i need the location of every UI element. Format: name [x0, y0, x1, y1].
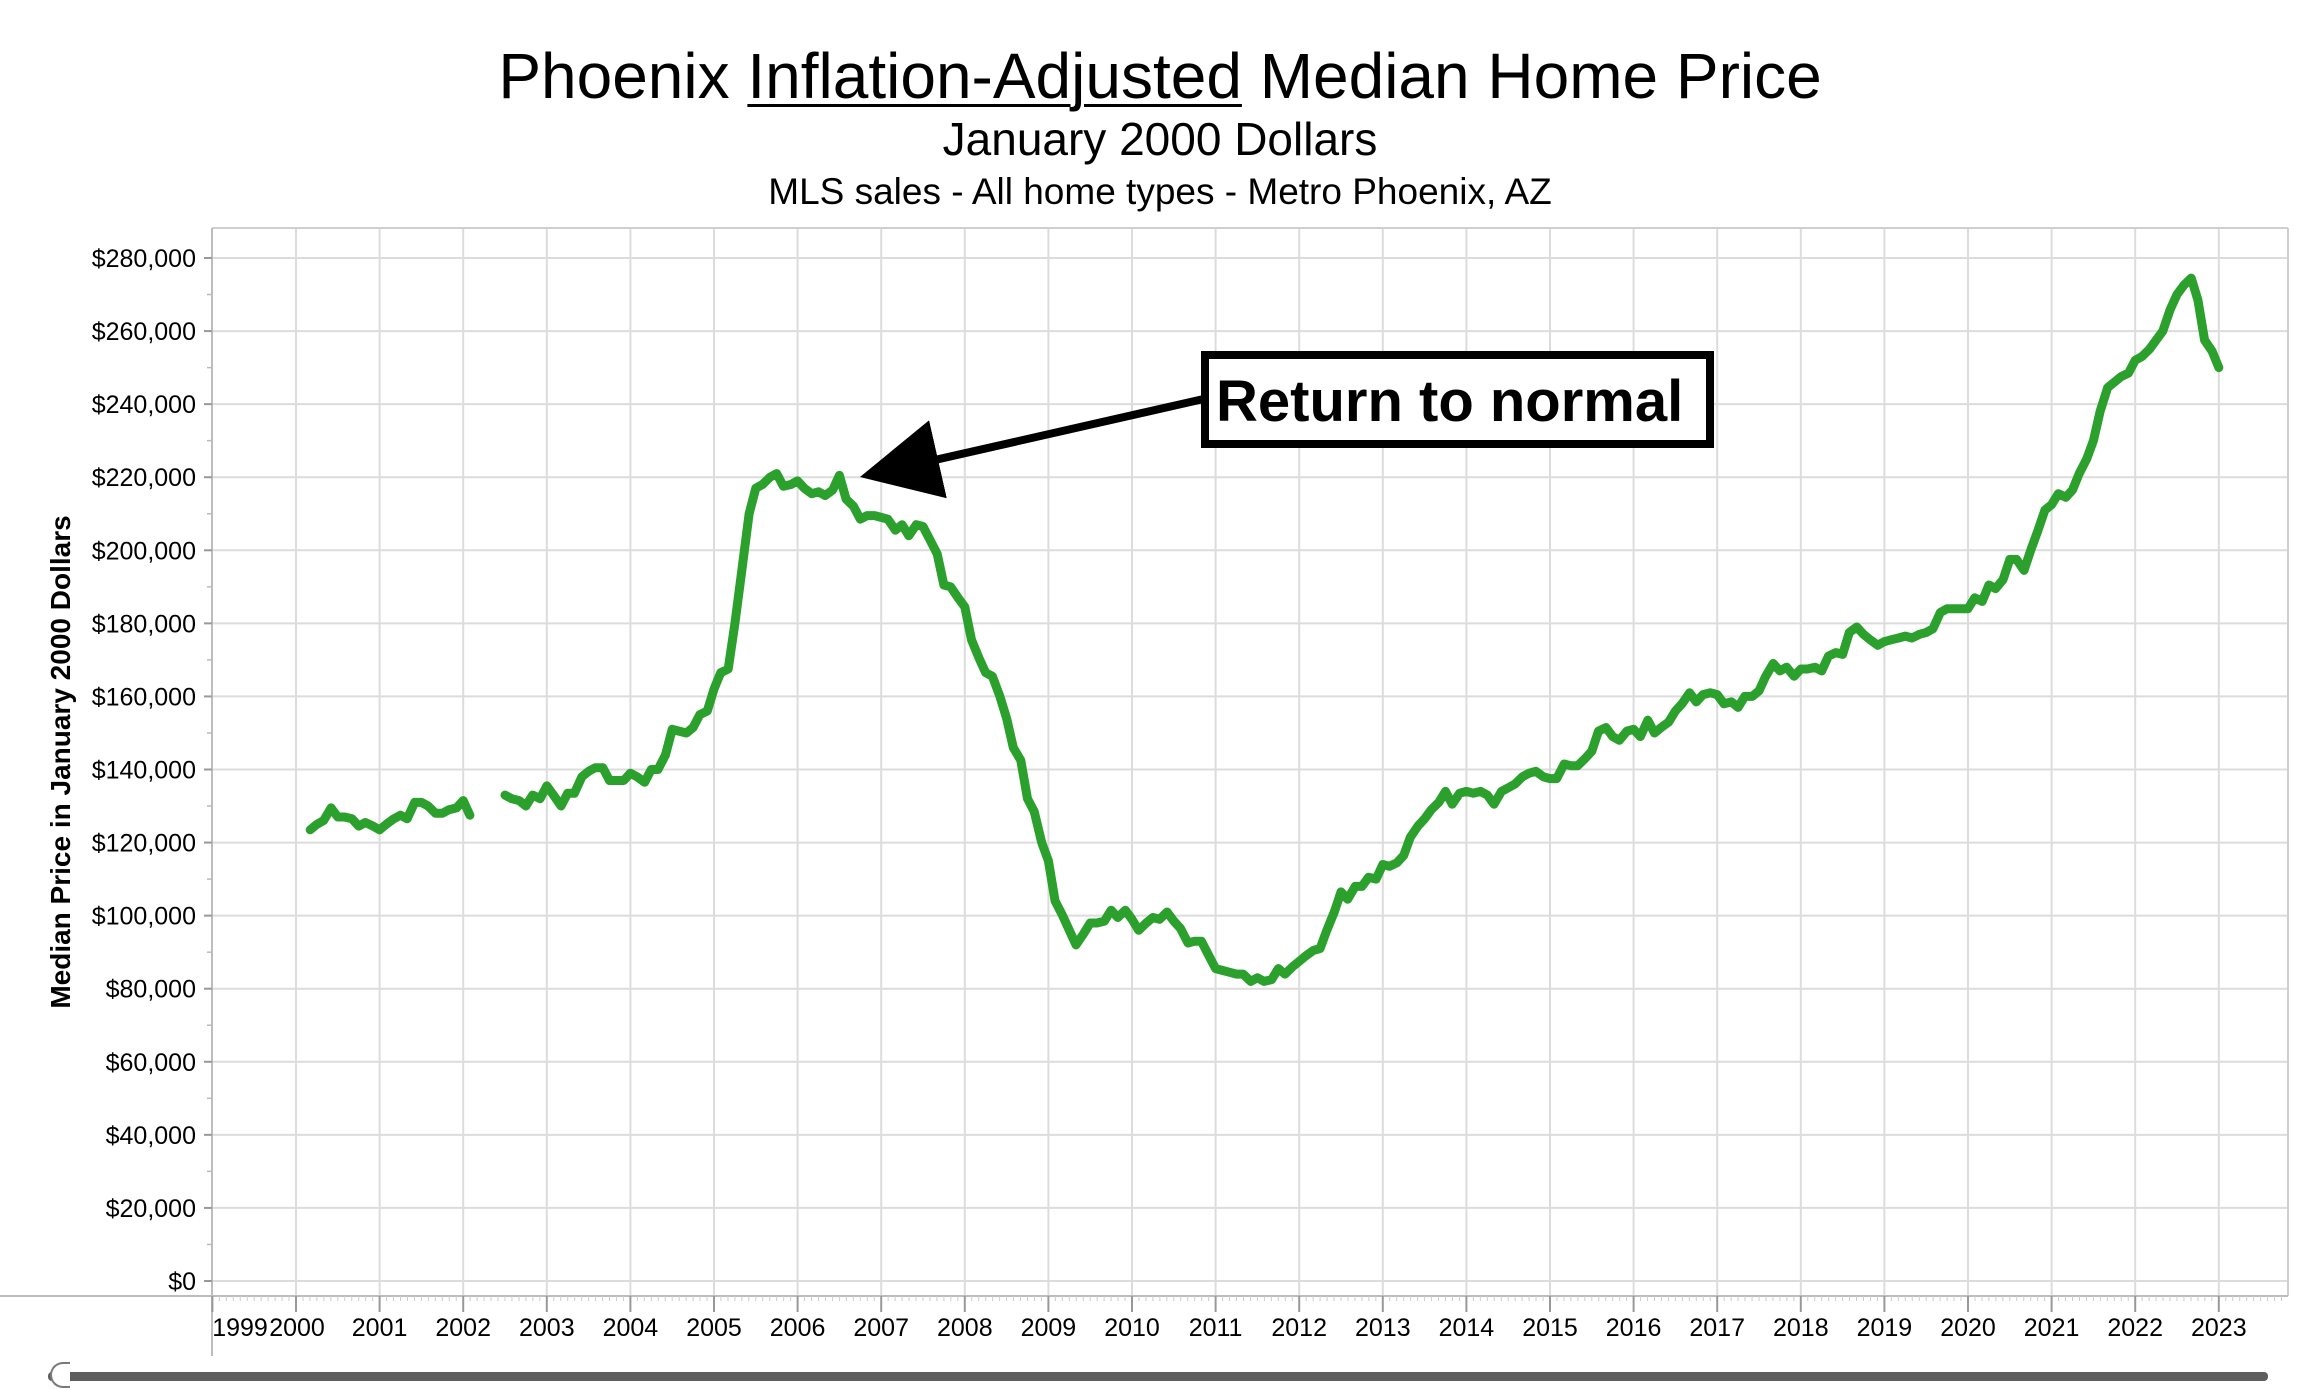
- x-tick-label: 2000: [269, 1314, 325, 1342]
- x-tick-label: 2003: [519, 1314, 575, 1342]
- y-tick-label: $120,000: [92, 830, 196, 858]
- x-tick-label: 1999: [212, 1314, 268, 1342]
- x-tick-label: 2006: [770, 1314, 826, 1342]
- x-tick-label: 2009: [1021, 1314, 1077, 1342]
- x-tick-label: 2012: [1271, 1314, 1327, 1342]
- x-tick-label: 2002: [435, 1314, 491, 1342]
- y-tick-label: $0: [168, 1268, 196, 1296]
- chart-subtitle: January 2000 Dollars: [942, 113, 1378, 165]
- x-tick-label: 2021: [2024, 1314, 2080, 1342]
- x-tick-label: 2018: [1773, 1314, 1829, 1342]
- y-tick-label: $100,000: [92, 903, 196, 931]
- y-tick-label: $260,000: [92, 318, 196, 346]
- scrollbar-thumb[interactable]: [50, 1362, 70, 1388]
- series-line-segment: [305, 796, 475, 835]
- x-axis-ticks: 1999 2000 2001 2002 2003 2004 2005 2006 2007 2008…: [211, 1296, 2282, 1342]
- x-tick-label: 2013: [1355, 1314, 1411, 1342]
- y-tick-label: $80,000: [106, 976, 196, 1004]
- grid-lines: [212, 228, 2288, 1296]
- y-tick-label: $220,000: [92, 464, 196, 492]
- x-tick-label: 2004: [603, 1314, 659, 1342]
- x-tick-label: 2022: [2107, 1314, 2163, 1342]
- series-lines: [305, 273, 2224, 986]
- x-tick-label: 2015: [1522, 1314, 1578, 1342]
- annotation-group: Return to normal: [859, 351, 1714, 499]
- y-tick-label: $160,000: [92, 683, 196, 711]
- x-tick-label: 2008: [937, 1314, 993, 1342]
- title-part-3: Median Home Price: [1241, 40, 1822, 112]
- y-tick-label: $280,000: [92, 245, 196, 273]
- annotation-arrow: [859, 394, 1209, 499]
- x-tick-label: 2005: [686, 1314, 742, 1342]
- annotation-box: [1201, 351, 1714, 448]
- y-tick-label: $140,000: [92, 757, 196, 785]
- x-tick-label: 2017: [1689, 1314, 1745, 1342]
- y-tick-label: $240,000: [92, 391, 196, 419]
- y-axis-ticks: $0 $20,000 $40,000 $60,000 $80,000 $100,000 $1…: [92, 245, 212, 1296]
- x-tick-label: 2014: [1439, 1314, 1495, 1342]
- x-tick-label: 2007: [853, 1314, 909, 1342]
- x-tick-label: 2011: [1189, 1314, 1243, 1342]
- x-tick-label: 2020: [1940, 1314, 1996, 1342]
- horizontal-scrollbar[interactable]: [48, 1372, 2268, 1381]
- chart-title: Phoenix Inflation-Adjusted Median Home P…: [0, 38, 2320, 114]
- x-tick-label: 2019: [1857, 1314, 1913, 1342]
- annotation-text: Return to normal: [1216, 369, 1683, 434]
- title-part-2-underlined: Inflation-Adjusted: [747, 40, 1242, 112]
- y-tick-label: $200,000: [92, 537, 196, 565]
- y-axis-label: Median Price in January 2000 Dollars: [45, 515, 76, 1008]
- axes: [0, 227, 2289, 1356]
- x-tick-label: 2001: [352, 1314, 408, 1342]
- x-tick-label: 2016: [1606, 1314, 1662, 1342]
- y-tick-label: $180,000: [92, 610, 196, 638]
- x-tick-label: 2023: [2191, 1314, 2247, 1342]
- series-line-segment: [500, 273, 2224, 986]
- x-tick-label: 2010: [1104, 1314, 1160, 1342]
- y-tick-label: $40,000: [106, 1122, 196, 1150]
- chart-subtitle-2: MLS sales - All home types - Metro Phoen…: [768, 171, 1552, 212]
- title-part-1: Phoenix: [498, 40, 748, 112]
- y-tick-label: $20,000: [106, 1195, 196, 1223]
- y-tick-label: $60,000: [106, 1049, 196, 1077]
